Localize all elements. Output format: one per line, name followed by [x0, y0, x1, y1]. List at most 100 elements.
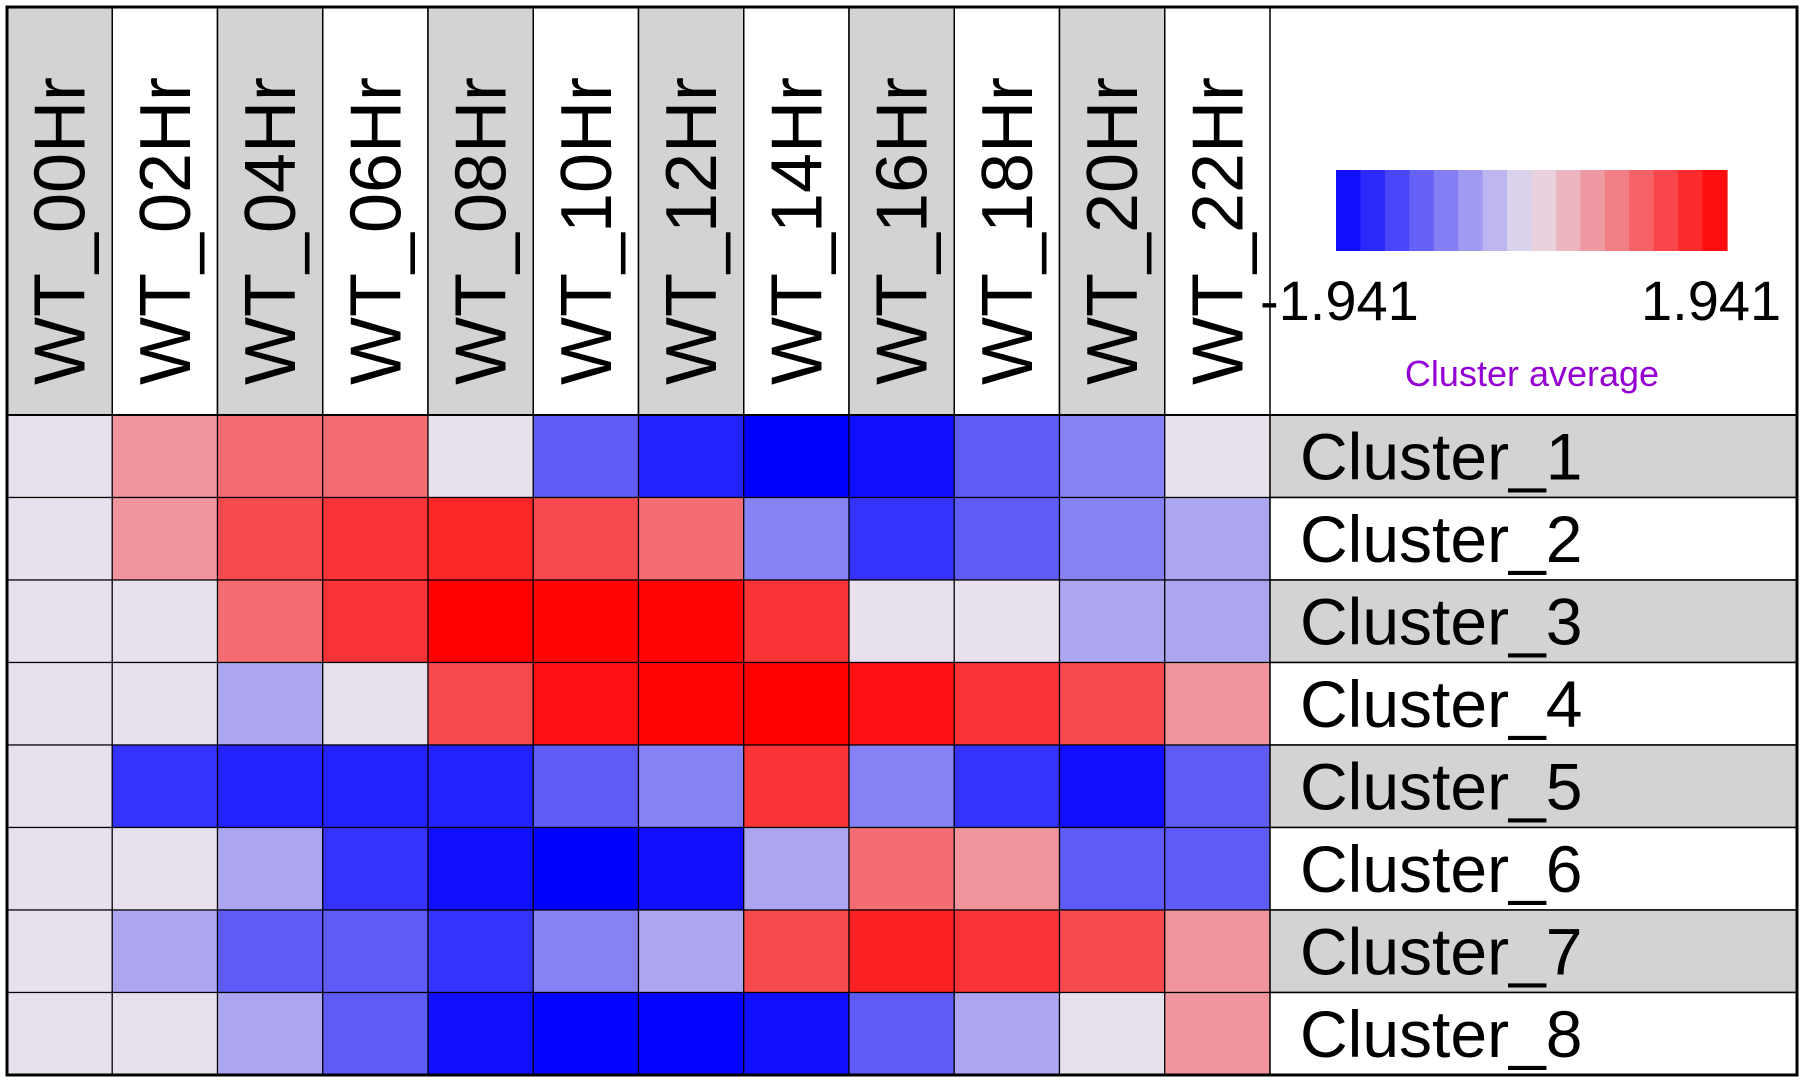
- heatmap-cell: [532, 744, 640, 829]
- row-label-cell: [1269, 496, 1798, 581]
- column-label: WT_08Hr: [442, 77, 522, 385]
- heatmap-cell: [848, 744, 955, 829]
- legend-swatch: [1409, 170, 1435, 251]
- heatmap-cell: [637, 991, 745, 1076]
- heatmap-cell: [322, 744, 429, 829]
- heatmap-cell: [1164, 909, 1271, 994]
- column-header-cell: [427, 6, 534, 416]
- heatmap-cell: [322, 661, 429, 746]
- row-label: Cluster_1: [1300, 419, 1582, 493]
- row-label-cell: [1269, 909, 1798, 994]
- heatmap-cell: [322, 496, 429, 581]
- heatmap-cell: [216, 496, 324, 581]
- legend-swatch: [1702, 170, 1728, 251]
- row-label-cell: [1269, 744, 1798, 829]
- heatmap-cell: [322, 909, 429, 994]
- legend-swatch: [1531, 170, 1557, 251]
- heatmap-cell: [953, 579, 1061, 664]
- heatmap-cell: [111, 909, 219, 994]
- heatmap-cell: [216, 826, 324, 911]
- legend-swatch: [1433, 170, 1459, 251]
- heatmap-cell: [216, 909, 324, 994]
- legend-swatch: [1604, 170, 1630, 251]
- heatmap-cell: [743, 414, 850, 499]
- legend-max-label: 1.941: [1641, 269, 1781, 332]
- heatmap-cells: [6, 414, 1271, 1076]
- heatmap-cell: [953, 496, 1061, 581]
- heatmap-cell: [743, 661, 850, 746]
- heatmap-cell: [427, 661, 534, 746]
- heatmap-cell: [6, 826, 113, 911]
- heatmap-cell: [848, 909, 955, 994]
- outer-border: [5, 5, 1799, 1077]
- heatmap-cell: [1058, 991, 1166, 1076]
- heatmap-cell: [743, 991, 850, 1076]
- heatmap-cell: [111, 661, 219, 746]
- heatmap-cell: [6, 496, 113, 581]
- column-header-cell: [1164, 6, 1271, 416]
- column-label: WT_00Hr: [21, 77, 101, 385]
- heatmap-cell: [427, 744, 534, 829]
- heatmap-cell: [216, 744, 324, 829]
- column-header-cell: [532, 6, 640, 416]
- heatmap-cell: [1058, 414, 1166, 499]
- heatmap-cell: [1164, 414, 1271, 499]
- row-label: Cluster_3: [1300, 584, 1582, 658]
- heatmap-cell: [743, 909, 850, 994]
- heatmap-cell: [216, 579, 324, 664]
- heatmap-cell: [111, 414, 219, 499]
- heatmap-cell: [637, 909, 745, 994]
- heatmap-cell: [427, 991, 534, 1076]
- heatmap-cell: [216, 414, 324, 499]
- row-label: Cluster_8: [1300, 997, 1582, 1071]
- heatmap-cell: [1164, 744, 1271, 829]
- heatmap-cell: [953, 991, 1061, 1076]
- heatmap-cell: [848, 496, 955, 581]
- legend-swatch: [1507, 170, 1533, 251]
- column-header-cell: [6, 6, 113, 416]
- heatmap-cell: [1164, 661, 1271, 746]
- heatmap-cell: [111, 826, 219, 911]
- heatmap-cell: [637, 661, 745, 746]
- heatmap-cell: [111, 496, 219, 581]
- legend-min-label: -1.941: [1260, 269, 1419, 332]
- heatmap-cell: [743, 579, 850, 664]
- row-label-cell: [1269, 991, 1798, 1076]
- heatmap-cell: [427, 496, 534, 581]
- legend-swatch: [1336, 170, 1362, 251]
- heatmap-cell: [532, 579, 640, 664]
- column-label: WT_10Hr: [547, 77, 627, 385]
- heatmap-cell: [743, 744, 850, 829]
- heatmap-cell: [848, 414, 955, 499]
- row-label-cell: [1269, 414, 1798, 499]
- column-label: WT_22Hr: [1178, 77, 1258, 385]
- heatmap-cell: [953, 909, 1061, 994]
- column-header-cell: [743, 6, 850, 416]
- row-label: Cluster_6: [1300, 832, 1582, 906]
- heatmap-cell: [532, 826, 640, 911]
- row-label-cell: [1269, 826, 1798, 911]
- row-label-cell: [1269, 579, 1798, 664]
- heatmap-cell: [322, 991, 429, 1076]
- heatmap-cell: [848, 579, 955, 664]
- legend-swatch: [1555, 170, 1581, 251]
- heatmap-cell: [6, 744, 113, 829]
- heatmap-cell: [1058, 579, 1166, 664]
- heatmap-cell: [111, 579, 219, 664]
- row-label: Cluster_7: [1300, 914, 1582, 988]
- legend-swatch: [1482, 170, 1508, 251]
- heatmap-cell: [637, 826, 745, 911]
- heatmap-cell: [532, 496, 640, 581]
- chart-border: [5, 5, 1799, 1077]
- heatmap-cell: [6, 579, 113, 664]
- heatmap-cell: [216, 661, 324, 746]
- heatmap-cell: [322, 826, 429, 911]
- heatmap-cell: [953, 414, 1061, 499]
- color-legend: -1.941 1.941 Cluster average: [1260, 170, 1781, 394]
- heatmap-cell: [1164, 826, 1271, 911]
- column-label: WT_06Hr: [336, 77, 416, 385]
- heatmap-cell: [427, 909, 534, 994]
- heatmap-cell: [1058, 909, 1166, 994]
- heatmap-cell: [532, 414, 640, 499]
- heatmap-cell: [111, 991, 219, 1076]
